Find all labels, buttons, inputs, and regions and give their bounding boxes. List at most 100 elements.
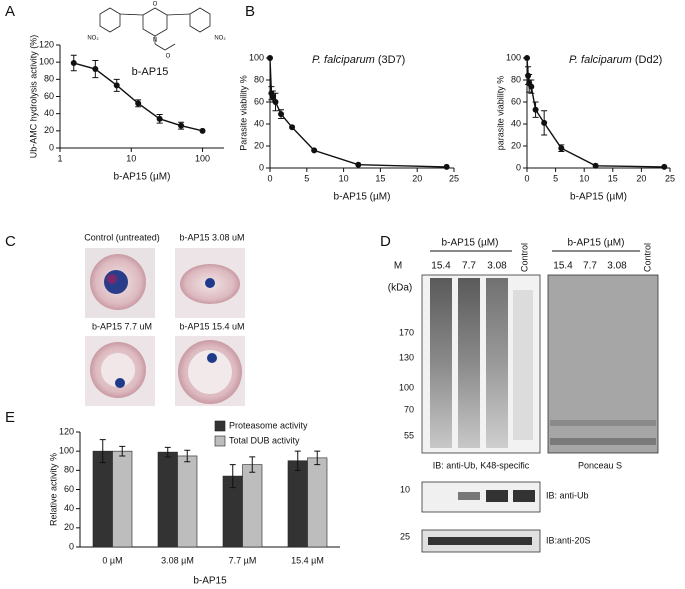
x-axis-label: b-AP15 (µM): [570, 192, 627, 203]
y-tick-label: 20: [254, 140, 264, 150]
x-axis-label: b-AP15 (µM): [334, 192, 391, 203]
group-header: b-AP15 (µM): [568, 238, 625, 249]
bar: [112, 450, 133, 548]
chart-title: P. falciparum (Dd2): [569, 54, 662, 66]
marker-label: 55: [404, 430, 414, 440]
y-tick-label: 100: [59, 446, 74, 456]
panel-label: A: [5, 3, 15, 20]
data-point: [592, 162, 599, 169]
x-tick-label: 0: [524, 173, 529, 183]
lane-label: Control: [642, 243, 652, 272]
atom-label: NO₂: [214, 36, 226, 42]
y-axis-label: Parasite viability %: [238, 75, 248, 151]
title-species: P. falciparum: [312, 54, 375, 66]
micrograph-caption: b-AP15 15.4 uM: [179, 321, 244, 331]
x-tick-label: 0: [267, 173, 272, 183]
lane-label: 7.7: [583, 261, 597, 272]
panel-label: C: [5, 233, 16, 250]
blot-label: IB:anti-20S: [546, 535, 591, 545]
data-point: [178, 122, 185, 129]
panel-label: B: [245, 3, 255, 20]
data-point: [267, 55, 273, 61]
data-point: [278, 111, 285, 118]
x-tick-label: 10: [339, 173, 349, 183]
data-point: [269, 93, 276, 100]
lane-label: 3.08: [487, 261, 507, 272]
data-point: [528, 83, 535, 90]
micrograph-caption: b-AP15 7.7 uM: [92, 321, 152, 331]
x-axis-label: b-AP15 (µM): [114, 172, 171, 183]
y-tick-label: 20: [511, 140, 521, 150]
y-tick-label: 40: [511, 118, 521, 128]
lane-label: 15.4: [553, 261, 573, 272]
error-bar: [119, 445, 126, 457]
x-tick-label: 5: [304, 173, 309, 183]
data-point: [525, 72, 532, 79]
data-line: [526, 57, 665, 168]
micrograph-caption: Control (untreated): [84, 232, 160, 242]
data-point: [156, 115, 163, 122]
x-tick-label: 7.7 µM: [229, 555, 257, 565]
marker-unit: (kDa): [388, 283, 412, 294]
x-tick-label: 20: [412, 173, 422, 183]
title-strain: (Dd2): [635, 54, 663, 66]
lane-label: 3.08: [607, 261, 627, 272]
lane-label: 7.7: [462, 261, 476, 272]
y-tick-label: 20: [44, 125, 54, 135]
data-point: [272, 99, 279, 105]
y-axis-label: Ub-AMC hydrolysis activity (%): [28, 35, 38, 159]
y-tick-label: 40: [254, 118, 264, 128]
bar: [307, 457, 328, 548]
chart-title: P. falciparum (3D7): [312, 54, 405, 66]
data-line: [269, 57, 447, 168]
marker-label: 100: [399, 382, 414, 392]
y-tick-label: 60: [44, 91, 54, 101]
x-tick-label: 25: [449, 173, 459, 183]
data-point: [92, 66, 99, 73]
y-tick-label: 40: [44, 108, 54, 118]
error-bar: [229, 464, 236, 489]
blot-label: IB: anti-Ub, K48-specific: [433, 460, 530, 470]
bar: [177, 455, 198, 548]
marker-label: 25: [400, 531, 410, 541]
legend-label: Proteasome activity: [229, 420, 308, 430]
x-tick-label: 20: [636, 173, 646, 183]
marker-label: 130: [399, 352, 414, 362]
data-point: [311, 147, 318, 154]
x-tick-label: 1: [57, 153, 62, 163]
x-tick-label: 100: [195, 153, 210, 163]
data-point: [661, 163, 668, 170]
y-tick-label: 20: [64, 522, 74, 532]
data-point: [443, 163, 450, 170]
y-tick-label: 80: [511, 74, 521, 84]
blot-label: IB: anti-Ub: [546, 490, 589, 500]
error-bar: [314, 450, 321, 466]
lane-label: Control: [519, 243, 529, 272]
data-point: [524, 55, 530, 61]
y-axis-label: parasite viability %: [495, 76, 505, 151]
marker-title: M: [394, 261, 402, 272]
x-tick-label: 15: [608, 173, 618, 183]
y-tick-label: 40: [64, 503, 74, 513]
legend-label: Total DUB activity: [229, 435, 300, 445]
blot-label: Ponceau S: [578, 460, 622, 470]
error-bar: [294, 450, 301, 471]
y-tick-label: 100: [39, 57, 54, 67]
group-header: b-AP15 (µM): [442, 238, 499, 249]
data-point: [135, 100, 142, 107]
y-tick-label: 0: [516, 162, 521, 172]
data-point: [355, 161, 362, 168]
y-tick-label: 60: [254, 96, 264, 106]
bar: [242, 464, 263, 548]
x-axis-label: b-AP15: [193, 576, 227, 587]
lane-label: 15.4: [431, 261, 451, 272]
legend-swatch: [214, 435, 226, 447]
error-bar: [99, 439, 106, 464]
data-point: [70, 60, 77, 67]
marker-label: 170: [399, 327, 414, 337]
x-tick-label: 3.08 µM: [161, 555, 194, 565]
y-tick-label: 100: [506, 52, 521, 62]
error-bar: [164, 446, 171, 458]
x-tick-label: 15: [375, 173, 385, 183]
